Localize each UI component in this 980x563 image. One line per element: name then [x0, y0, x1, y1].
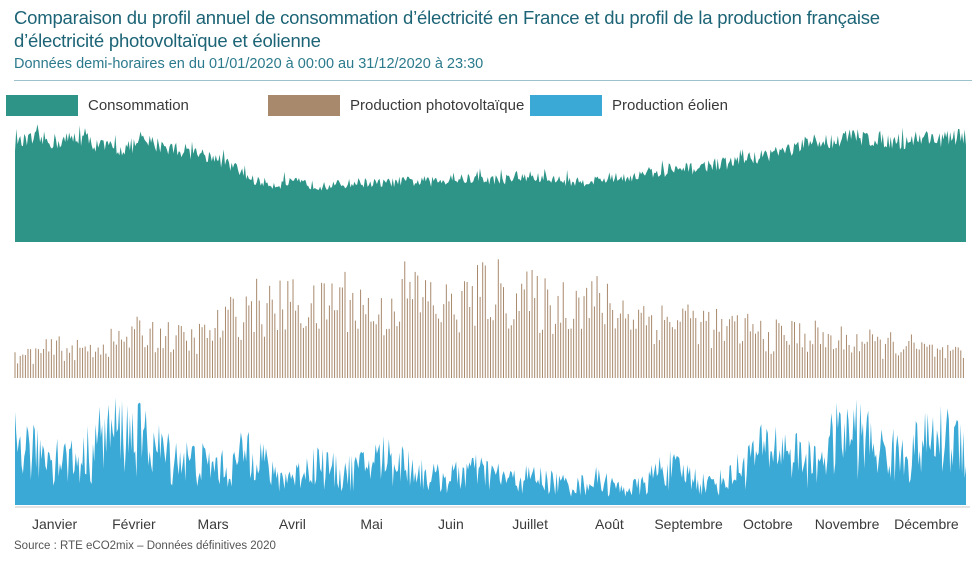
- series-photovoltaique: [15, 259, 963, 378]
- x-tick-label: Janvier: [32, 516, 77, 532]
- series-area-eolien: [15, 398, 966, 505]
- x-tick-label: Novembre: [815, 516, 880, 532]
- x-tick-label: Juillet: [512, 516, 548, 532]
- series-eolien: [15, 398, 966, 505]
- series-consommation: [15, 124, 966, 242]
- x-tick-label: Juin: [438, 516, 464, 532]
- x-tick-label: Août: [595, 516, 624, 532]
- x-tick-label: Mars: [198, 516, 229, 532]
- x-tick-label: Septembre: [654, 516, 723, 532]
- x-tick-label: Avril: [279, 516, 306, 532]
- series-area-consommation: [15, 124, 966, 242]
- page: Comparaison du profil annuel de consomma…: [0, 0, 980, 563]
- x-tick-label: Février: [112, 516, 156, 532]
- x-tick-label: Octobre: [743, 516, 793, 532]
- x-tick-label: Décembre: [894, 516, 959, 532]
- source-note: Source : RTE eCO2mix – Données définitiv…: [14, 540, 276, 552]
- x-tick-label: Mai: [360, 516, 383, 532]
- chart-plot: Janvier Février Mars Avril Mai Juin Juillet Aoû…: [0, 0, 980, 563]
